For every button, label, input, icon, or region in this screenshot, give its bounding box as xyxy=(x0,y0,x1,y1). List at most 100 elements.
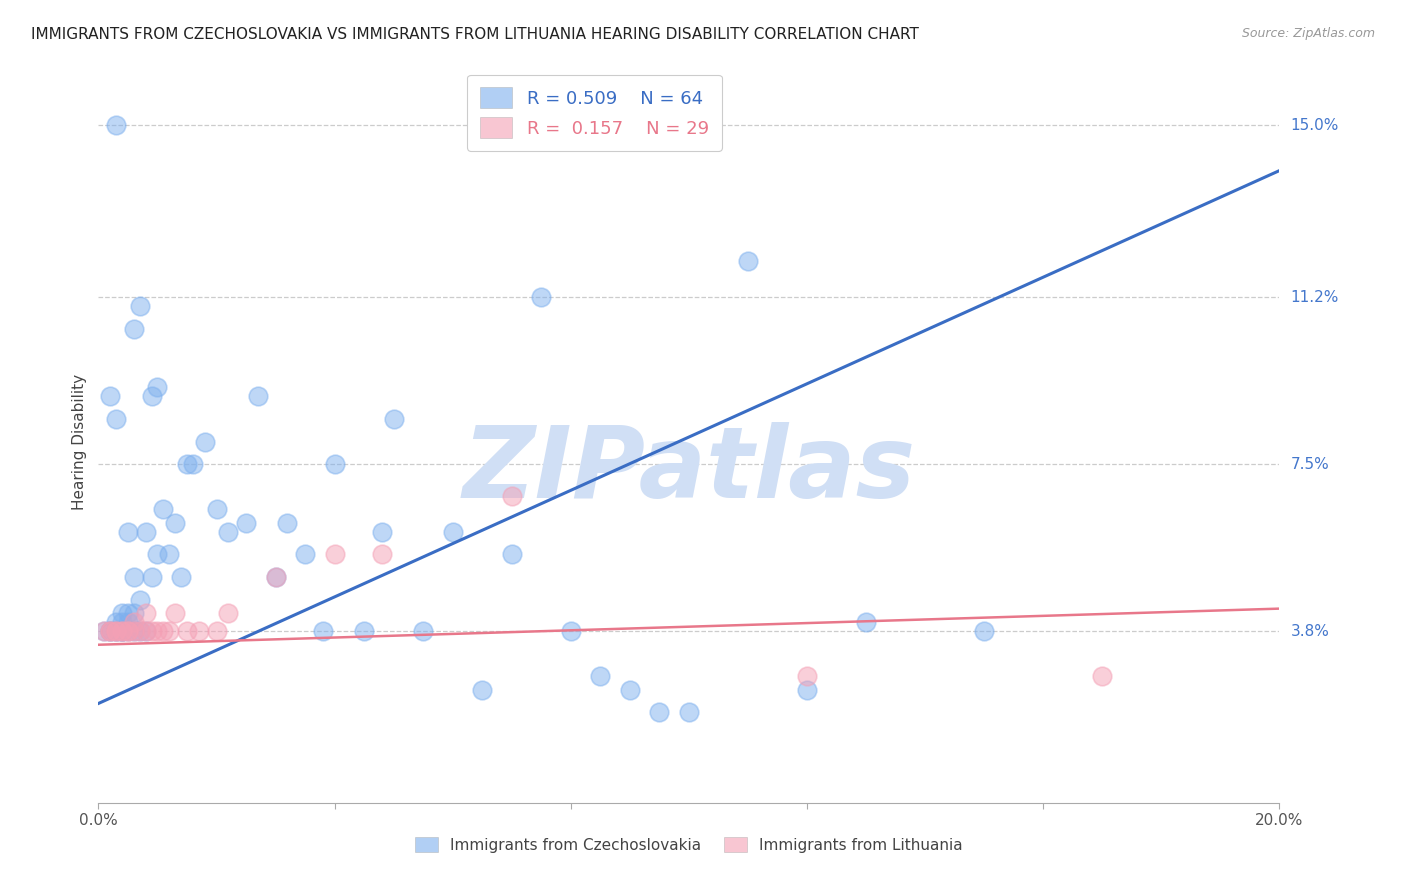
Point xyxy=(187,624,209,639)
Point xyxy=(122,624,145,639)
Point xyxy=(122,624,145,639)
Point xyxy=(122,615,145,630)
Point xyxy=(737,253,759,268)
Point xyxy=(264,570,287,584)
Point xyxy=(353,624,375,639)
Point xyxy=(796,682,818,697)
Point xyxy=(371,524,394,539)
Point xyxy=(176,624,198,639)
Point xyxy=(165,516,187,530)
Point xyxy=(141,389,163,403)
Point xyxy=(157,548,180,562)
Point xyxy=(141,570,163,584)
Point xyxy=(117,524,139,539)
Point xyxy=(135,606,157,620)
Point xyxy=(1091,669,1114,683)
Point xyxy=(471,682,494,697)
Point xyxy=(117,615,139,630)
Point xyxy=(111,624,134,639)
Point xyxy=(530,290,553,304)
Text: 11.2%: 11.2% xyxy=(1291,290,1339,304)
Point xyxy=(441,524,464,539)
Point xyxy=(194,434,217,449)
Text: 15.0%: 15.0% xyxy=(1291,118,1339,133)
Point xyxy=(135,524,157,539)
Point xyxy=(105,412,128,426)
Point xyxy=(181,457,204,471)
Point xyxy=(117,624,139,639)
Point xyxy=(93,624,115,639)
Point xyxy=(135,624,157,639)
Point xyxy=(678,706,700,720)
Point xyxy=(128,299,150,313)
Point xyxy=(323,548,346,562)
Point xyxy=(111,624,134,639)
Y-axis label: Hearing Disability: Hearing Disability xyxy=(72,374,87,509)
Point xyxy=(105,615,128,630)
Point xyxy=(98,624,121,639)
Point xyxy=(135,624,157,639)
Point xyxy=(111,624,134,639)
Point xyxy=(111,606,134,620)
Point xyxy=(98,624,121,639)
Point xyxy=(382,412,405,426)
Point xyxy=(93,624,115,639)
Point xyxy=(152,624,174,639)
Point xyxy=(141,624,163,639)
Point xyxy=(146,548,169,562)
Point xyxy=(122,606,145,620)
Point xyxy=(152,502,174,516)
Point xyxy=(205,624,228,639)
Point xyxy=(105,624,128,639)
Point xyxy=(98,624,121,639)
Point xyxy=(235,516,257,530)
Point xyxy=(412,624,434,639)
Point xyxy=(98,389,121,403)
Point xyxy=(105,119,128,133)
Point xyxy=(276,516,298,530)
Point xyxy=(619,682,641,697)
Point xyxy=(501,548,523,562)
Point xyxy=(117,624,139,639)
Point xyxy=(796,669,818,683)
Point xyxy=(217,524,239,539)
Point xyxy=(560,624,582,639)
Text: IMMIGRANTS FROM CZECHOSLOVAKIA VS IMMIGRANTS FROM LITHUANIA HEARING DISABILITY C: IMMIGRANTS FROM CZECHOSLOVAKIA VS IMMIGR… xyxy=(31,27,918,42)
Point xyxy=(128,592,150,607)
Text: 3.8%: 3.8% xyxy=(1291,624,1330,639)
Point xyxy=(165,606,187,620)
Point xyxy=(111,624,134,639)
Point xyxy=(98,624,121,639)
Point xyxy=(323,457,346,471)
Point xyxy=(205,502,228,516)
Point xyxy=(855,615,877,630)
Point xyxy=(105,624,128,639)
Point xyxy=(501,489,523,503)
Point xyxy=(648,706,671,720)
Point xyxy=(294,548,316,562)
Point xyxy=(122,321,145,335)
Point xyxy=(146,380,169,394)
Point xyxy=(176,457,198,471)
Point xyxy=(117,624,139,639)
Text: Source: ZipAtlas.com: Source: ZipAtlas.com xyxy=(1241,27,1375,40)
Point xyxy=(246,389,269,403)
Point xyxy=(973,624,995,639)
Point xyxy=(157,624,180,639)
Text: ZIPatlas: ZIPatlas xyxy=(463,422,915,519)
Point xyxy=(371,548,394,562)
Point xyxy=(264,570,287,584)
Point xyxy=(589,669,612,683)
Point xyxy=(170,570,193,584)
Point xyxy=(146,624,169,639)
Point xyxy=(111,615,134,630)
Point xyxy=(105,624,128,639)
Point xyxy=(122,570,145,584)
Text: 7.5%: 7.5% xyxy=(1291,457,1329,472)
Point xyxy=(111,624,134,639)
Point xyxy=(128,624,150,639)
Point xyxy=(105,624,128,639)
Point xyxy=(128,624,150,639)
Point xyxy=(217,606,239,620)
Point xyxy=(117,606,139,620)
